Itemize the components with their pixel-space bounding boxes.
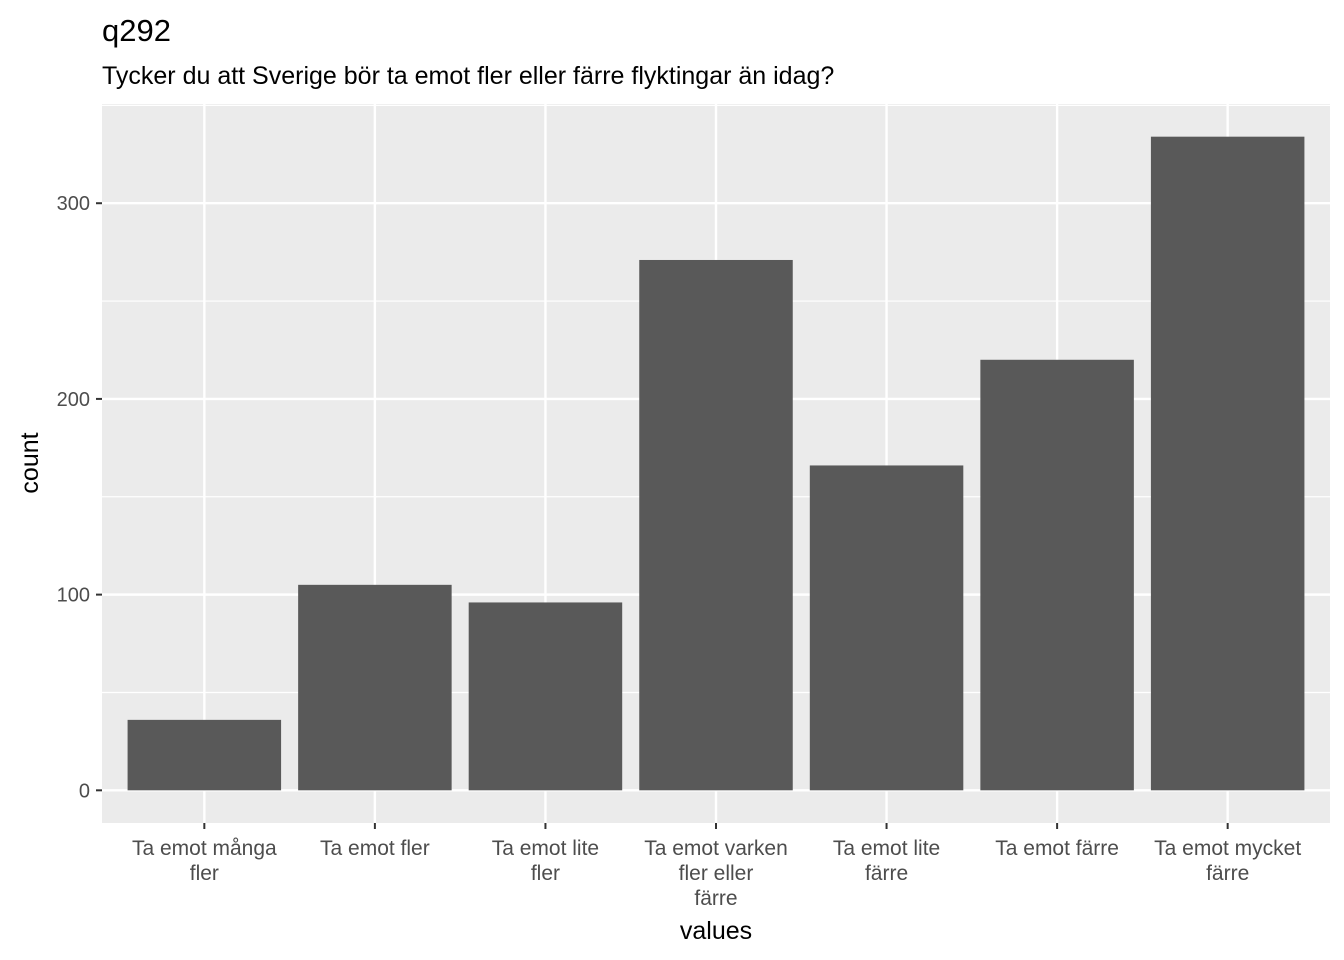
x-tick-label-line: Ta emot lite (833, 837, 940, 860)
x-tick-label-line: Ta emot varken (644, 837, 788, 860)
x-tick-label-line: Ta emot fler (320, 837, 430, 860)
y-axis-label: count (16, 432, 44, 493)
x-tick-label-line: Ta emot färre (995, 837, 1119, 860)
bar (127, 719, 282, 791)
bar (468, 602, 623, 791)
bar (639, 259, 793, 791)
x-tick-label-line: färre (694, 887, 737, 910)
bar (298, 584, 452, 791)
bar (809, 465, 964, 791)
y-tick-label: 300 (57, 193, 90, 215)
x-tick-label: Ta emot många fler (132, 837, 277, 885)
y-tick-label: 0 (79, 780, 90, 802)
bar (1150, 136, 1305, 791)
x-tick-label-line: färre (1206, 862, 1249, 885)
x-tick-label: Ta emot varken fler eller färre (644, 837, 788, 910)
x-tick-label: Ta emot fler (320, 837, 430, 860)
x-tick-label: Ta emot färre (995, 837, 1119, 860)
x-axis-label: values (680, 917, 752, 945)
x-tick-label: Ta emot lite fler (492, 837, 599, 885)
x-tick-label-line: fler (190, 862, 219, 885)
x-tick-label-line: Ta emot mycket (1154, 837, 1301, 860)
y-tick-label: 200 (57, 389, 90, 411)
x-tick-label-line: färre (865, 862, 908, 885)
y-axis: 0 100 200 300 (57, 193, 102, 802)
x-tick-label-line: fler eller (679, 862, 754, 885)
bar (980, 359, 1134, 791)
chart-subtitle: Tycker du att Sverige bör ta emot fler e… (102, 62, 834, 90)
x-tick-label: Ta emot lite färre (833, 837, 940, 885)
x-tick-label-line: Ta emot lite (492, 837, 599, 860)
y-tick-label: 100 (57, 585, 90, 607)
x-tick-label-line: Ta emot många (132, 837, 277, 860)
bars (127, 136, 1305, 791)
chart-title: q292 (102, 13, 171, 48)
x-tick-label: Ta emot mycket färre (1154, 837, 1301, 885)
x-tick-label-line: fler (531, 862, 560, 885)
